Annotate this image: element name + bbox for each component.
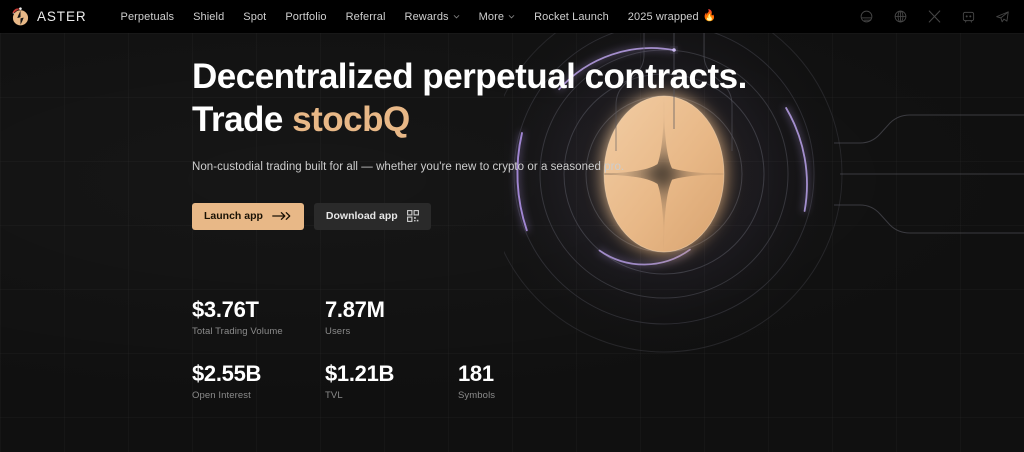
aster-logo-santa-hat-icon [10,6,31,27]
telegram-icon[interactable] [995,9,1010,24]
stat-total-trading-volume: $3.76T Total Trading Volume [192,298,325,337]
nav-item-perpetuals[interactable]: Perpetuals [121,11,175,23]
nav-item-rewards[interactable]: Rewards [405,11,460,23]
nav-item-more[interactable]: More [479,11,515,23]
stat-label: Symbols [458,389,496,401]
launch-app-label: Launch app [204,210,263,223]
chevron-down-icon [453,15,459,19]
nav-label: Shield [193,10,225,23]
download-app-button[interactable]: Download app [313,202,431,230]
download-app-label: Download app [325,210,398,223]
launch-app-button[interactable]: Launch app [192,202,304,230]
nav-label: 2025 wrapped [627,10,699,23]
page-title: Decentralized perpetual contracts. Trade… [192,55,747,142]
stat-symbols: 181 Symbols [458,360,591,401]
stat-label: TVL [325,389,343,401]
nav-item-referral[interactable]: Referral [346,11,386,23]
brand-name: ASTER [37,9,87,24]
nav-label: Rewards [404,10,449,23]
stat-label: Users [325,325,351,337]
headline-line-2-prefix: Trade [192,100,293,140]
nav-label: Portfolio [285,10,327,23]
nav-label: Rocket Launch [534,10,609,23]
stat-label: Total Trading Volume [192,325,283,337]
nav-item-portfolio[interactable]: Portfolio [285,11,326,23]
brand-logo[interactable]: ASTER [0,6,87,27]
stat-tvl: $1.21B TVL [325,360,458,401]
social-links [859,9,1024,24]
qr-code-icon [406,210,419,223]
cta-button-row: Launch app Download app [192,202,747,230]
nav-item-2025-wrapped[interactable]: 2025 wrapped 🔥 [628,11,717,23]
stat-value: $1.21B [325,360,395,386]
nav-label: Spot [243,10,267,23]
hero-section: Decentralized perpetual contracts. Trade… [192,55,747,230]
theme-toggle-icon[interactable] [859,9,874,24]
nav-label: Referral [345,10,386,23]
stat-value: 181 [458,360,494,386]
stat-open-interest: $2.55B Open Interest [192,360,325,401]
nav-label: Perpetuals [120,10,175,23]
x-twitter-icon[interactable] [927,9,942,24]
nav-item-shield[interactable]: Shield [193,11,224,23]
headline-line-1: Decentralized perpetual contracts. [192,57,747,96]
double-arrow-right-icon [272,212,291,221]
nav-item-spot[interactable]: Spot [243,11,266,23]
headline-animated-word: stocbQ [292,100,410,140]
chevron-down-icon [508,15,515,19]
hero-subheading: Non-custodial trading built for all — wh… [192,160,625,173]
stat-label: Open Interest [192,389,251,401]
nav-label: More [478,10,505,23]
discord-icon[interactable] [961,9,976,24]
primary-nav: Perpetuals Shield Spot Portfolio Referra… [121,11,717,23]
stat-value: $3.76T [192,297,259,322]
stats-row: $2.55B Open Interest $1.21B TVL 181 Symb… [192,360,591,401]
stats-section: $3.76T Total Trading Volume 7.87M Users … [192,298,591,401]
stat-value: $2.55B [192,360,262,386]
stats-row: $3.76T Total Trading Volume 7.87M Users [192,298,591,337]
stat-value: 7.87M [325,297,385,322]
top-navigation-bar: ASTER Perpetuals Shield Spot Portfolio R… [0,0,1024,33]
fire-emoji-icon: 🔥 [702,10,717,22]
stat-users: 7.87M Users [325,298,458,337]
globe-language-icon[interactable] [893,9,908,24]
nav-item-rocket-launch[interactable]: Rocket Launch [534,11,609,23]
